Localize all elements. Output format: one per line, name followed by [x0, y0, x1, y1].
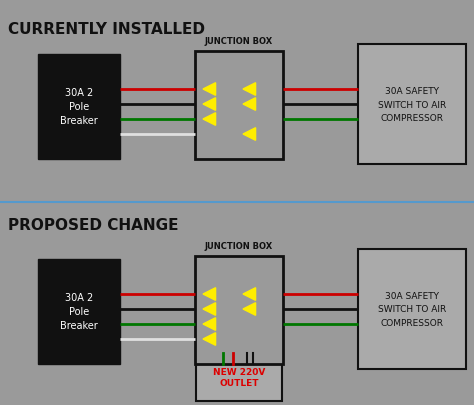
Bar — [38, 259, 120, 364]
Text: NEW 220V
OUTLET: NEW 220V OUTLET — [213, 367, 265, 388]
Text: CURRENTLY INSTALLED: CURRENTLY INSTALLED — [8, 22, 205, 37]
Bar — [195, 52, 283, 160]
Polygon shape — [203, 318, 216, 330]
Text: 30A 2
Pole
Breaker: 30A 2 Pole Breaker — [60, 88, 98, 126]
Text: JUNCTION BOX: JUNCTION BOX — [205, 37, 273, 46]
Polygon shape — [243, 83, 255, 96]
Bar — [358, 249, 466, 369]
Polygon shape — [243, 128, 255, 141]
Polygon shape — [243, 288, 255, 301]
Bar — [195, 256, 283, 364]
Polygon shape — [203, 83, 216, 96]
Text: JUNCTION BOX: JUNCTION BOX — [205, 241, 273, 250]
Polygon shape — [243, 303, 255, 315]
Text: 30A SAFETY
SWITCH TO AIR
COMPRESSOR: 30A SAFETY SWITCH TO AIR COMPRESSOR — [378, 292, 446, 327]
Bar — [358, 45, 466, 164]
Polygon shape — [203, 303, 216, 315]
Bar — [38, 55, 120, 160]
Text: 30A 2
Pole
Breaker: 30A 2 Pole Breaker — [60, 293, 98, 331]
Bar — [196, 353, 282, 401]
Polygon shape — [203, 288, 216, 301]
Polygon shape — [243, 98, 255, 111]
Polygon shape — [203, 98, 216, 111]
Text: PROPOSED CHANGE: PROPOSED CHANGE — [8, 217, 179, 232]
Polygon shape — [203, 333, 216, 345]
Text: 30A SAFETY
SWITCH TO AIR
COMPRESSOR: 30A SAFETY SWITCH TO AIR COMPRESSOR — [378, 87, 446, 122]
Polygon shape — [203, 113, 216, 126]
